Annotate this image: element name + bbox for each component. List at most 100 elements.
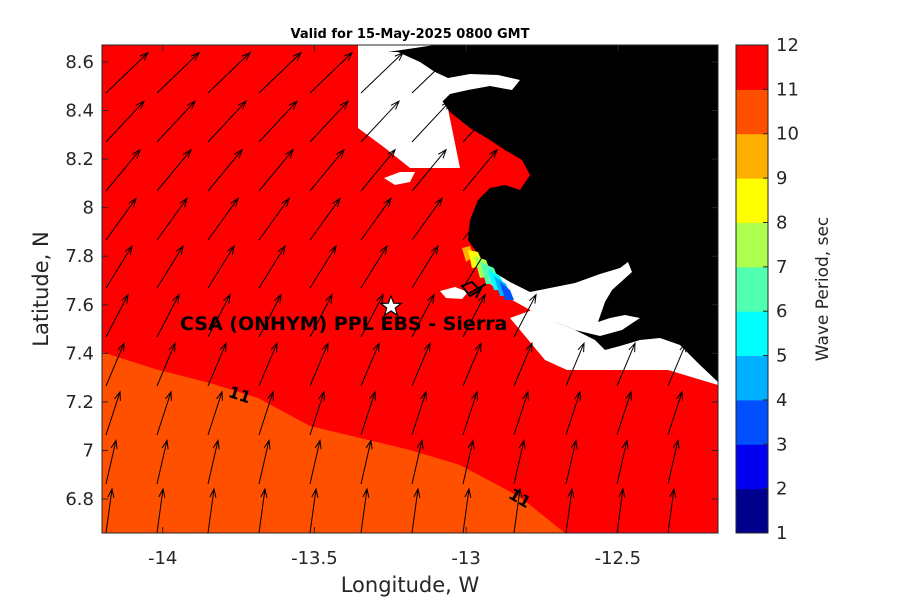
y-tick-label: 7 <box>83 440 94 461</box>
colorbar-tick-label: 8 <box>776 212 787 233</box>
wave-arrow <box>411 100 452 143</box>
map-area: 11 11 CSA (ONHYM) PPL EBS - Sierra <box>101 44 719 534</box>
wave-arrow <box>309 244 337 289</box>
wave-arrow <box>258 51 303 94</box>
estuary-north <box>372 52 520 106</box>
wave-arrow <box>360 487 370 533</box>
colorbar-swatch <box>736 89 768 135</box>
wave-arrow <box>462 390 478 436</box>
wave-arrow <box>360 100 401 143</box>
wave-arrow <box>156 100 197 143</box>
wave-arrow <box>258 244 286 289</box>
wave-arrow <box>513 341 533 387</box>
y-tick-label: 7.6 <box>65 295 94 316</box>
wave-arrow <box>565 390 581 436</box>
wave-arrow <box>309 293 333 338</box>
colorbar-tick-label: 5 <box>776 346 787 367</box>
wave-arrow <box>105 487 115 533</box>
wave-arrow <box>360 244 388 289</box>
colorbar-swatch <box>736 355 768 401</box>
wave-arrow <box>462 197 494 241</box>
wave-arrow <box>156 197 188 241</box>
wave-arrow <box>156 293 180 338</box>
wave-arrow <box>207 341 227 387</box>
wave-arrow <box>360 51 405 94</box>
colorbar-tick-label: 11 <box>776 79 799 100</box>
x-tick-label: -14 <box>148 548 177 569</box>
colorbar-label: Wave Period, sec <box>813 217 833 362</box>
wave-arrow <box>565 341 585 387</box>
y-axis-label: Latitude, N <box>29 231 53 347</box>
wave-arrow <box>616 487 626 533</box>
wave-arrow <box>411 341 431 387</box>
nearshore-gradient <box>462 246 514 300</box>
x-tick-label: -12.5 <box>595 548 642 569</box>
colorbar-tick-label: 10 <box>776 124 799 145</box>
wave-arrow <box>360 293 384 338</box>
colorbar-tick-label: 4 <box>776 390 787 411</box>
wave-arrow <box>207 487 217 533</box>
wave-direction-arrows <box>105 51 687 533</box>
wave-arrow <box>258 390 274 436</box>
y-tick-label: 8.2 <box>65 149 94 170</box>
y-tick-label: 6.8 <box>65 489 94 510</box>
wave-arrow <box>207 148 243 192</box>
land-mass <box>388 45 718 382</box>
colorbar-tick-label: 12 <box>776 35 799 56</box>
colorbar-tick-label: 9 <box>776 168 787 189</box>
wave-arrow <box>105 390 121 436</box>
wave-arrow <box>462 438 475 485</box>
y-tick-label: 8.6 <box>65 52 94 73</box>
colorbar-tick-label: 6 <box>776 301 787 322</box>
wave-arrow <box>309 438 322 485</box>
y-tick-label: 7.8 <box>65 246 94 267</box>
colorbar-swatch <box>736 266 768 312</box>
colorbar-swatch <box>736 444 768 490</box>
wave-arrow <box>156 438 169 485</box>
colorbar-swatch <box>736 488 768 534</box>
colorbar-swatch <box>736 45 768 90</box>
wave-arrow <box>616 438 629 485</box>
nearshore-marker-icon <box>460 280 487 299</box>
wave-arrow <box>462 487 472 533</box>
wave-arrow <box>105 244 133 289</box>
wave-arrow <box>411 197 443 241</box>
wave-arrow <box>462 293 486 338</box>
wave-arrow <box>156 341 176 387</box>
wave-arrow <box>309 51 354 94</box>
map-title: Valid for 15-May-2025 0800 GMT <box>291 27 530 42</box>
wave-arrow <box>411 51 456 94</box>
island-north <box>384 172 415 185</box>
wave-arrow <box>105 51 150 94</box>
wave-arrow <box>309 197 341 241</box>
wave-arrow <box>411 148 447 192</box>
wave-arrow <box>258 438 271 485</box>
wave-arrow <box>156 244 184 289</box>
colorbar-swatch <box>736 222 768 268</box>
colorbar-swatch <box>736 399 768 445</box>
wave-arrow <box>258 148 294 192</box>
wave-arrow <box>258 197 290 241</box>
wave-arrow <box>309 390 325 436</box>
wave-arrow <box>667 341 687 387</box>
wave-arrow <box>513 390 529 436</box>
wave-arrow <box>411 390 427 436</box>
wave-arrow <box>309 100 350 143</box>
site-label: CSA (ONHYM) PPL EBS - Sierra <box>180 313 507 335</box>
wave-arrow <box>462 341 482 387</box>
colorbar-swatch <box>736 311 768 357</box>
wave-arrow <box>360 438 373 485</box>
wave-arrow <box>207 293 231 338</box>
wave-arrow <box>309 148 345 192</box>
wave-arrow <box>156 487 166 533</box>
colorbar-frame <box>735 44 769 534</box>
wave-arrow <box>207 100 248 143</box>
wave-arrow <box>207 390 223 436</box>
wave-arrow <box>616 341 636 387</box>
x-axis: -14 -13.5 -13 -12.5 <box>148 45 641 569</box>
wave-arrow <box>565 438 578 485</box>
wave-arrow <box>207 197 239 241</box>
x-tick-label: -13.5 <box>291 548 338 569</box>
